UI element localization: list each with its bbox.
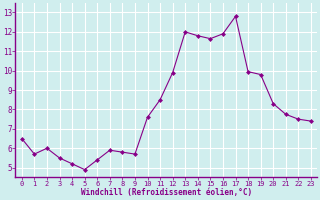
X-axis label: Windchill (Refroidissement éolien,°C): Windchill (Refroidissement éolien,°C) — [81, 188, 252, 197]
